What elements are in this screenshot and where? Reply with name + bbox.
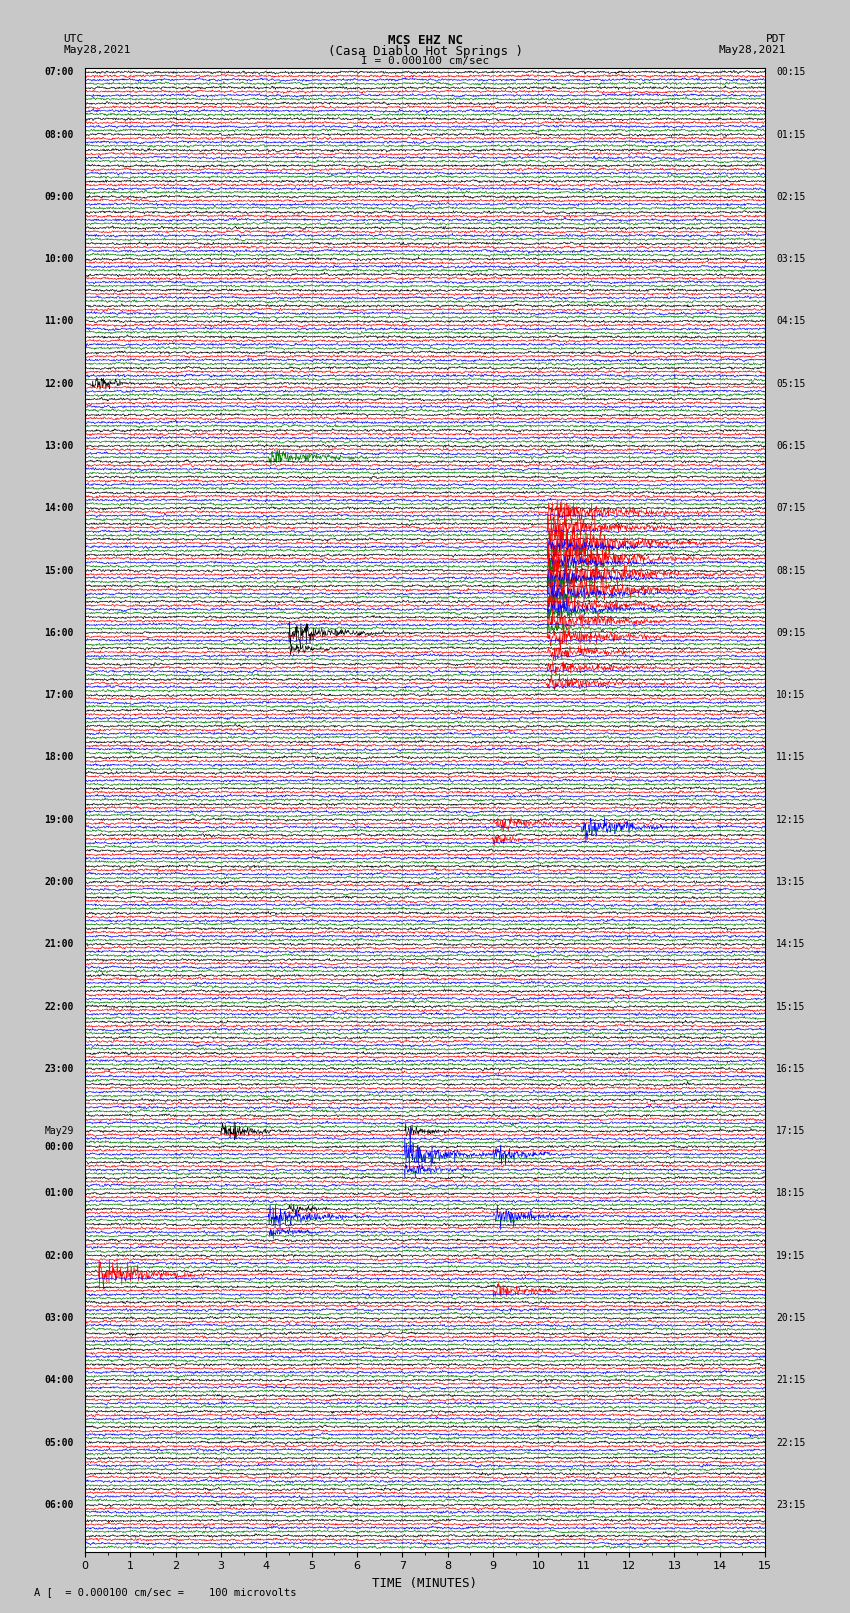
Text: A [  = 0.000100 cm/sec =    100 microvolts: A [ = 0.000100 cm/sec = 100 microvolts	[34, 1587, 297, 1597]
Text: 02:00: 02:00	[44, 1250, 74, 1261]
Text: 09:00: 09:00	[44, 192, 74, 202]
Text: 15:00: 15:00	[44, 566, 74, 576]
Text: 16:15: 16:15	[776, 1065, 806, 1074]
Text: May28,2021: May28,2021	[719, 45, 786, 55]
Text: 01:15: 01:15	[776, 129, 806, 140]
Text: 20:15: 20:15	[776, 1313, 806, 1323]
Text: 17:15: 17:15	[776, 1126, 806, 1136]
Text: 06:15: 06:15	[776, 440, 806, 452]
Text: 12:00: 12:00	[44, 379, 74, 389]
Text: 00:00: 00:00	[44, 1142, 74, 1152]
Text: 22:00: 22:00	[44, 1002, 74, 1011]
Text: 18:00: 18:00	[44, 752, 74, 763]
Text: 00:15: 00:15	[776, 68, 806, 77]
Text: 20:00: 20:00	[44, 877, 74, 887]
Text: 11:15: 11:15	[776, 752, 806, 763]
Text: 03:00: 03:00	[44, 1313, 74, 1323]
Text: I = 0.000100 cm/sec: I = 0.000100 cm/sec	[361, 56, 489, 66]
Text: 18:15: 18:15	[776, 1189, 806, 1198]
Text: 21:15: 21:15	[776, 1376, 806, 1386]
Text: 19:00: 19:00	[44, 815, 74, 824]
Text: 23:15: 23:15	[776, 1500, 806, 1510]
Text: 08:00: 08:00	[44, 129, 74, 140]
Text: 10:00: 10:00	[44, 255, 74, 265]
Text: UTC: UTC	[64, 34, 84, 44]
Text: 13:15: 13:15	[776, 877, 806, 887]
Text: 19:15: 19:15	[776, 1250, 806, 1261]
Text: 15:15: 15:15	[776, 1002, 806, 1011]
Text: 04:15: 04:15	[776, 316, 806, 326]
Text: 04:00: 04:00	[44, 1376, 74, 1386]
Text: 05:00: 05:00	[44, 1437, 74, 1447]
Text: 06:00: 06:00	[44, 1500, 74, 1510]
Text: 12:15: 12:15	[776, 815, 806, 824]
Text: MCS EHZ NC: MCS EHZ NC	[388, 34, 462, 47]
Text: 22:15: 22:15	[776, 1437, 806, 1447]
Text: 08:15: 08:15	[776, 566, 806, 576]
Text: 13:00: 13:00	[44, 440, 74, 452]
Text: 03:15: 03:15	[776, 255, 806, 265]
Text: May29: May29	[44, 1126, 74, 1136]
Text: 14:15: 14:15	[776, 939, 806, 948]
Text: 23:00: 23:00	[44, 1065, 74, 1074]
X-axis label: TIME (MINUTES): TIME (MINUTES)	[372, 1578, 478, 1590]
Text: 14:00: 14:00	[44, 503, 74, 513]
Text: PDT: PDT	[766, 34, 786, 44]
Text: 07:15: 07:15	[776, 503, 806, 513]
Text: 07:00: 07:00	[44, 68, 74, 77]
Text: 02:15: 02:15	[776, 192, 806, 202]
Text: 21:00: 21:00	[44, 939, 74, 948]
Text: 16:00: 16:00	[44, 627, 74, 637]
Text: 09:15: 09:15	[776, 627, 806, 637]
Text: (Casa Diablo Hot Springs ): (Casa Diablo Hot Springs )	[327, 45, 523, 58]
Text: May28,2021: May28,2021	[64, 45, 131, 55]
Text: 10:15: 10:15	[776, 690, 806, 700]
Text: 05:15: 05:15	[776, 379, 806, 389]
Text: 11:00: 11:00	[44, 316, 74, 326]
Text: 17:00: 17:00	[44, 690, 74, 700]
Text: 01:00: 01:00	[44, 1189, 74, 1198]
